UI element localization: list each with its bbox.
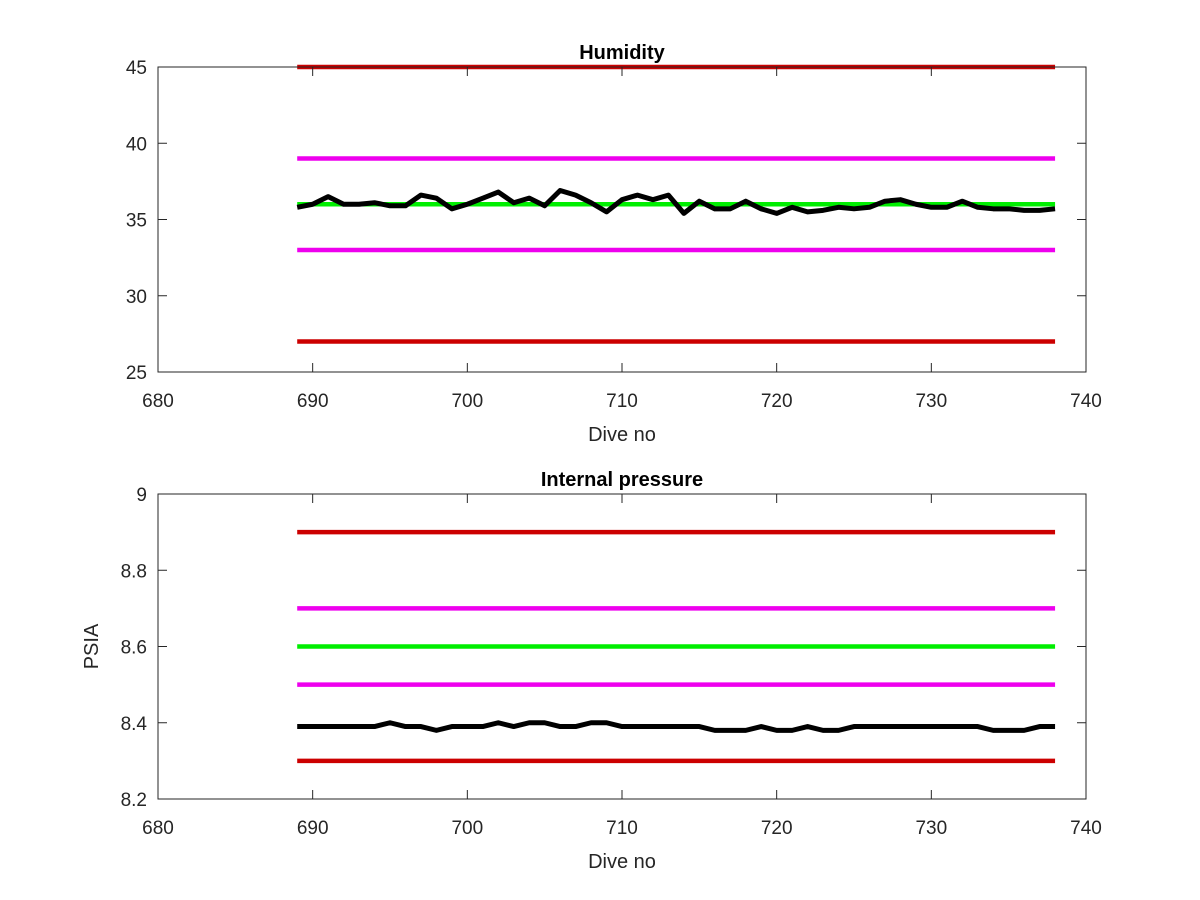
humidity-x-tick-label: 710 xyxy=(606,391,638,412)
internal-pressure-y-tick-label: 8.2 xyxy=(121,790,147,811)
internal-pressure-x-tick-label: 730 xyxy=(915,818,947,839)
humidity-x-tick-label: 720 xyxy=(761,391,793,412)
internal-pressure-x-axis-label: Dive no xyxy=(588,851,656,873)
internal-pressure-x-tick-label: 720 xyxy=(761,818,793,839)
humidity-series-line-5 xyxy=(296,188,1056,216)
internal-pressure-y-axis-label: PSIA xyxy=(81,623,103,669)
internal-pressure-x-tick-label: 740 xyxy=(1070,818,1102,839)
humidity-axes-frame xyxy=(157,66,1087,373)
humidity-y-tick-label: 35 xyxy=(126,211,147,232)
internal-pressure-subplot: 680 690 700 710 720 730 740 8.2 8.4 8.6 8.8 9 Intern… xyxy=(81,469,1102,873)
humidity-title: Humidity xyxy=(579,42,665,64)
internal-pressure-y-tick-label: 9 xyxy=(136,485,147,506)
internal-pressure-y-tick-label: 8.6 xyxy=(121,638,147,659)
humidity-x-axis-label: Dive no xyxy=(588,424,656,446)
internal-pressure-x-tick-label: 710 xyxy=(606,818,638,839)
humidity-x-tick-label: 690 xyxy=(297,391,329,412)
internal-pressure-x-tick-label: 680 xyxy=(142,818,174,839)
humidity-y-tick-label: 45 xyxy=(126,58,147,79)
internal-pressure-x-tick-label: 700 xyxy=(451,818,483,839)
humidity-y-tick-label: 40 xyxy=(126,134,147,155)
humidity-y-tick-label: 25 xyxy=(126,363,147,384)
internal-pressure-x-tick-label: 690 xyxy=(297,818,329,839)
humidity-x-tick-label: 730 xyxy=(915,391,947,412)
internal-pressure-title: Internal pressure xyxy=(541,469,703,491)
humidity-subplot: 680 690 700 710 720 730 740 25 30 35 40 45 Humidity D… xyxy=(126,42,1102,446)
internal-pressure-y-tick-label: 8.8 xyxy=(121,561,147,582)
internal-pressure-y-tick-label: 8.4 xyxy=(121,714,148,735)
humidity-x-tick-label: 740 xyxy=(1070,391,1102,412)
humidity-x-tick-label: 700 xyxy=(451,391,483,412)
humidity-x-tick-label: 680 xyxy=(142,391,174,412)
internal-pressure-series-line-5 xyxy=(297,720,1056,733)
humidity-y-tick-label: 30 xyxy=(126,287,147,308)
